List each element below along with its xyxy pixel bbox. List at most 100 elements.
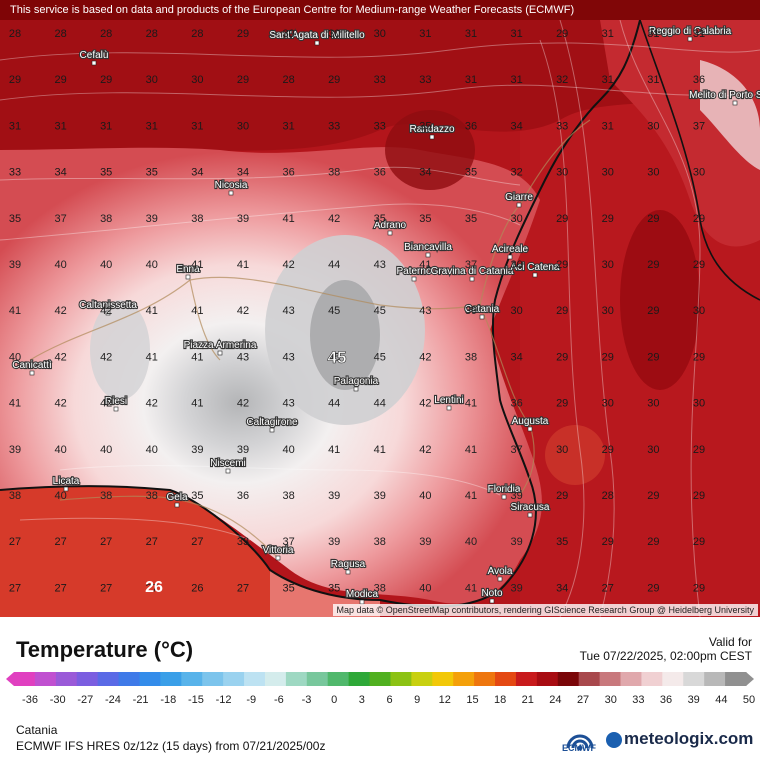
grid-value: 27: [146, 536, 158, 548]
grid-value: 30: [693, 167, 705, 179]
grid-value: 29: [693, 582, 705, 594]
scale-tick-label: -6: [274, 694, 284, 706]
place-label: Paternò: [396, 266, 431, 277]
place-palagonia: Palagonia: [333, 375, 380, 392]
place-canicatt-: Canicattì: [11, 359, 53, 376]
grid-value: 31: [647, 74, 659, 86]
model-run-label: ECMWF IFS HRES 0z/12z (15 days) from 07/…: [16, 739, 326, 753]
grid-value: 34: [237, 167, 249, 179]
brand-name[interactable]: meteologix.com: [624, 729, 754, 748]
grid-value: 30: [556, 167, 568, 179]
grid-value: 31: [602, 74, 614, 86]
grid-value: 45: [328, 351, 340, 363]
scale-tick-label: -27: [77, 694, 93, 706]
place-randazzo: Randazzo: [408, 123, 456, 140]
grid-value: 29: [693, 351, 705, 363]
grid-value: 32: [556, 74, 568, 86]
place-marker: [516, 202, 522, 208]
scale-tick-label: 33: [632, 694, 644, 706]
place-marker: [527, 512, 533, 518]
grid-value: 35: [146, 167, 158, 179]
place-label: Nicosia: [215, 180, 248, 191]
grid-value: 42: [419, 444, 431, 456]
grid-value: 45: [374, 351, 386, 363]
scale-swatch: [34, 672, 57, 686]
grid-value: 36: [374, 167, 386, 179]
scale-high-arrow: [746, 672, 754, 686]
place-marker: [387, 230, 393, 236]
scale-swatch: [515, 672, 538, 686]
place-label: Sant'Agata di Militello: [269, 30, 365, 41]
grid-value: 30: [374, 28, 386, 40]
place-melito-di-porto-salvo: Melito di Porto Salvo: [688, 89, 760, 106]
grid-value: 31: [602, 120, 614, 132]
scale-swatch: [432, 672, 454, 686]
place-label: Piazza Armerina: [184, 340, 257, 351]
grid-value: 30: [510, 305, 522, 317]
scale-swatch: [411, 672, 433, 686]
grid-value: 27: [100, 582, 112, 594]
grid-value: 36: [282, 167, 294, 179]
scale-swatch: [202, 672, 224, 686]
scale-swatch: [55, 672, 78, 686]
calabria-coast: [639, 19, 760, 301]
grid-value: 38: [100, 490, 112, 502]
grid-value: 28: [282, 74, 294, 86]
place-label: Randazzo: [409, 124, 454, 135]
grid-value: 29: [9, 74, 21, 86]
grid-value: 38: [374, 582, 386, 594]
scale-swatch: [160, 672, 182, 686]
scale-swatch: [704, 672, 726, 686]
grid-value: 42: [419, 351, 431, 363]
grid-value: 31: [602, 28, 614, 40]
place-marker: [489, 598, 495, 604]
place-giarre: Giarre: [504, 191, 534, 208]
grid-value: 42: [100, 351, 112, 363]
grid-value: 29: [647, 259, 659, 271]
map-attribution[interactable]: Map data © OpenStreetMap contributors, r…: [332, 604, 758, 616]
grid-value: 30: [510, 259, 522, 271]
temperature-map[interactable]: Cefalù Sant'Agata di Militello Reggio di C…: [0, 0, 760, 617]
place-aci-catena: Aci Catena: [509, 261, 561, 278]
scale-swatch: [725, 672, 747, 686]
scale-swatch: [118, 672, 140, 686]
grid-value: 29: [556, 398, 568, 410]
place-label: Floridia: [488, 484, 521, 495]
grid-value: 29: [556, 213, 568, 225]
scale-tick-label: 44: [715, 694, 727, 706]
scale-tick-label: 27: [577, 694, 589, 706]
grid-value: 35: [419, 120, 431, 132]
scale-swatch: [264, 672, 287, 686]
grid-value: 41: [9, 305, 21, 317]
grid-value: 36: [693, 74, 705, 86]
grid-value: 40: [54, 444, 66, 456]
place-marker: [532, 272, 538, 278]
grid-value: 42: [54, 305, 66, 317]
scale-swatch: [14, 672, 36, 686]
grid-value: 39: [374, 490, 386, 502]
place-marker: [411, 276, 417, 282]
grid-value: 30: [510, 213, 522, 225]
north-band: [0, 20, 760, 165]
grid-value: 29: [100, 74, 112, 86]
grid-value: 29: [693, 536, 705, 548]
place-label: Cefalù: [80, 50, 109, 61]
scale-tick-label: -21: [133, 694, 149, 706]
grid-value: 38: [328, 167, 340, 179]
grid-value: 41: [146, 305, 158, 317]
grid-value: 30: [647, 167, 659, 179]
grid-value: 34: [510, 351, 522, 363]
grid-value: 41: [191, 398, 203, 410]
grid-value: 31: [146, 120, 158, 132]
grid-value: 39: [191, 444, 203, 456]
grid-value: 32: [510, 167, 522, 179]
grid-value: 35: [9, 213, 21, 225]
scale-tick-label: -9: [246, 694, 256, 706]
scale-swatch: [683, 672, 705, 686]
place-marker: [429, 134, 435, 140]
place-label: Siracusa: [511, 502, 550, 513]
grid-value: 31: [465, 74, 477, 86]
grid-value: 27: [54, 536, 66, 548]
scale-tick-label: -15: [188, 694, 204, 706]
grid-value: 29: [556, 305, 568, 317]
